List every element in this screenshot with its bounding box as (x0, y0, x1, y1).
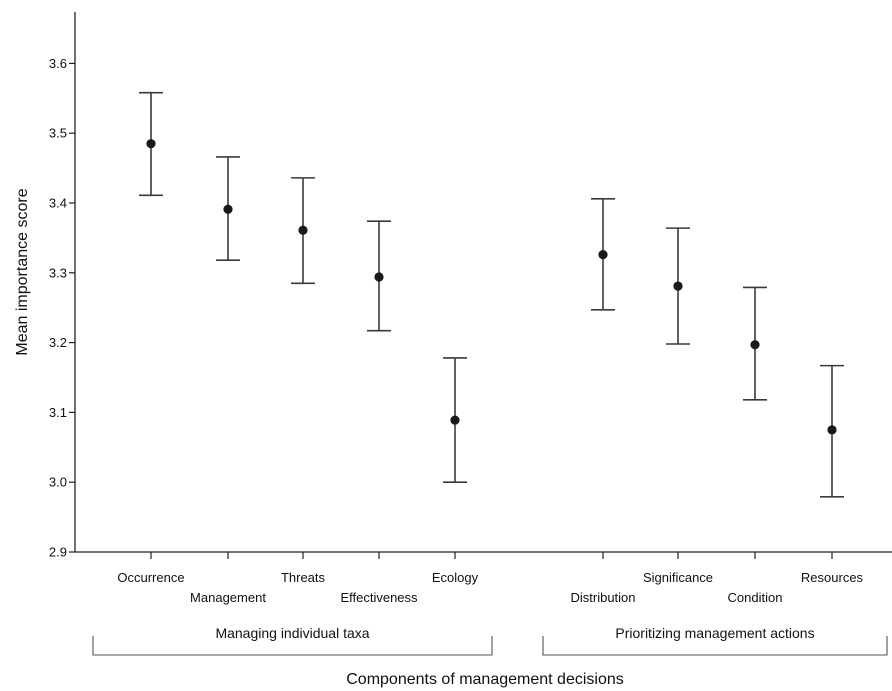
y-tick-label: 3.5 (49, 126, 67, 141)
category-label-management: Management (190, 590, 266, 605)
group-brackets: Managing individual taxa Prioritizing man… (92, 625, 888, 656)
y-tick-label: 2.9 (49, 545, 67, 560)
mean-point-resources (827, 425, 837, 435)
category-label-resources: Resources (801, 570, 864, 585)
category-label-condition: Condition (728, 590, 783, 605)
mean-point-effectiveness (374, 272, 384, 282)
x-axis (75, 551, 892, 559)
category-label-threats: Threats (281, 570, 326, 585)
category-labels: Occurrence Management Threats Effectiveness… (117, 570, 863, 605)
y-tick-label: 3.0 (49, 475, 67, 490)
group-bracket (92, 636, 493, 656)
category-label-ecology: Ecology (432, 570, 479, 585)
data-marks (139, 91, 844, 498)
y-tick-label: 3.6 (49, 56, 67, 71)
mean-point-distribution (598, 250, 608, 260)
category-label-significance: Significance (643, 570, 713, 585)
group-label: Managing individual taxa (215, 625, 369, 641)
category-label-occurrence: Occurrence (117, 570, 184, 585)
x-axis-title: Components of management decisions (346, 671, 624, 688)
mean-point-significance (673, 281, 683, 291)
mean-point-condition (750, 340, 760, 350)
y-tick-label: 3.4 (49, 196, 67, 211)
category-label-effectiveness: Effectiveness (340, 590, 418, 605)
category-label-distribution: Distribution (570, 590, 635, 605)
mean-point-threats (298, 225, 308, 235)
y-axis-title: Mean importance score (14, 188, 31, 355)
mean-point-occurrence (146, 139, 156, 149)
mean-point-management (223, 204, 233, 214)
y-tick-label: 3.1 (49, 405, 67, 420)
mean-point-ecology (450, 415, 460, 425)
group-bracket (542, 636, 888, 656)
y-tick-label: 3.3 (49, 265, 67, 280)
y-axis: 2.9 3.0 3.1 3.2 3.3 3.4 3.5 3.6 (49, 12, 76, 560)
group-label: Prioritizing management actions (615, 625, 814, 641)
y-tick-label: 3.2 (49, 335, 67, 350)
